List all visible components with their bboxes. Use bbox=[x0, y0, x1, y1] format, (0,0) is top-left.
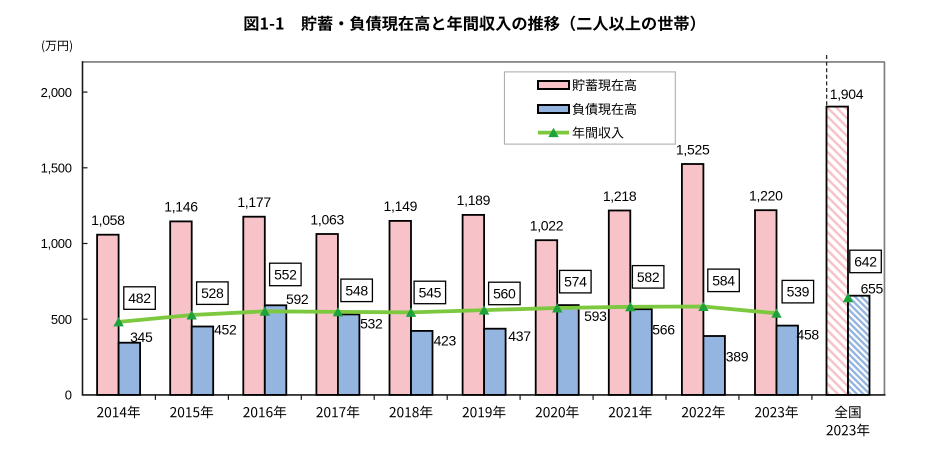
svg-text:1,000: 1,000 bbox=[41, 236, 72, 251]
svg-text:1,220: 1,220 bbox=[749, 188, 783, 204]
svg-text:1,904: 1,904 bbox=[830, 86, 864, 102]
svg-text:423: 423 bbox=[434, 333, 457, 349]
svg-text:584: 584 bbox=[712, 272, 735, 288]
svg-text:1,177: 1,177 bbox=[237, 194, 271, 210]
svg-text:1,149: 1,149 bbox=[384, 198, 418, 214]
svg-text:500: 500 bbox=[51, 312, 72, 327]
svg-text:1,189: 1,189 bbox=[457, 192, 491, 208]
svg-text:532: 532 bbox=[360, 316, 383, 332]
svg-text:574: 574 bbox=[564, 274, 587, 290]
svg-text:1,525: 1,525 bbox=[676, 141, 710, 157]
svg-text:1,022: 1,022 bbox=[530, 218, 564, 234]
svg-text:593: 593 bbox=[584, 308, 607, 324]
svg-text:1,218: 1,218 bbox=[603, 188, 637, 204]
svg-text:1,500: 1,500 bbox=[41, 161, 72, 176]
svg-text:539: 539 bbox=[787, 284, 810, 300]
svg-text:655: 655 bbox=[861, 281, 884, 297]
svg-text:345: 345 bbox=[130, 329, 153, 345]
svg-text:1,146: 1,146 bbox=[164, 199, 198, 215]
svg-text:552: 552 bbox=[274, 267, 297, 283]
svg-text:2,000: 2,000 bbox=[41, 85, 72, 100]
svg-text:528: 528 bbox=[201, 285, 224, 301]
svg-text:582: 582 bbox=[637, 269, 660, 285]
svg-text:0: 0 bbox=[65, 388, 72, 403]
svg-text:389: 389 bbox=[726, 349, 749, 365]
svg-text:642: 642 bbox=[854, 254, 877, 270]
svg-text:548: 548 bbox=[345, 282, 368, 298]
svg-text:482: 482 bbox=[128, 290, 151, 306]
svg-text:458: 458 bbox=[796, 326, 819, 342]
svg-text:592: 592 bbox=[286, 291, 309, 307]
svg-text:560: 560 bbox=[493, 286, 516, 302]
svg-text:545: 545 bbox=[419, 285, 442, 301]
svg-text:1,058: 1,058 bbox=[91, 212, 125, 228]
svg-text:452: 452 bbox=[214, 322, 237, 338]
svg-text:1,063: 1,063 bbox=[310, 211, 344, 227]
svg-text:437: 437 bbox=[508, 328, 531, 344]
svg-text:566: 566 bbox=[652, 322, 675, 338]
